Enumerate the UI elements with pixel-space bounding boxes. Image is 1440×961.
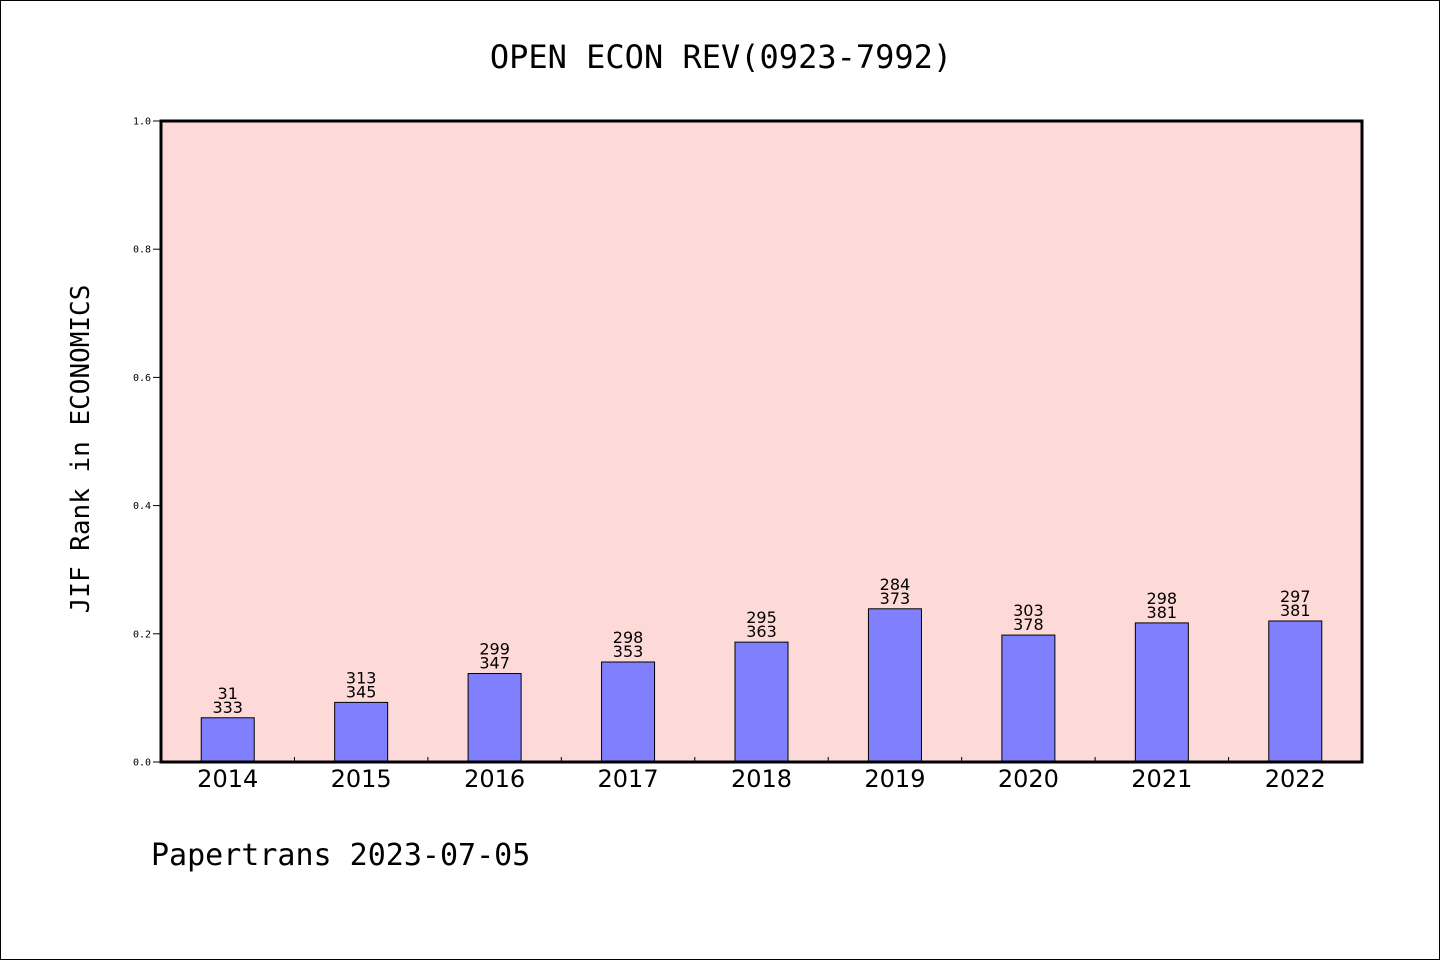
bar-labels: 3133331334529934729835329536328437330337…	[212, 575, 1310, 717]
bar-label-bottom: 333	[212, 698, 243, 717]
bar-2021	[1134, 622, 1189, 763]
x-tick-label: 2019	[864, 765, 925, 793]
chart-title: OPEN ECON REV(0923-7992)	[490, 38, 952, 76]
x-tick-label: 2018	[731, 765, 792, 793]
footer-credit: Papertrans 2023-07-05	[151, 838, 530, 873]
bar-label-top: 299	[479, 640, 510, 659]
bar-2014	[200, 717, 255, 763]
bars	[200, 608, 1323, 763]
y-tick-label: 1.0	[133, 117, 151, 128]
bar-2019	[867, 608, 922, 763]
y-tick-label: 0.8	[133, 245, 151, 256]
y-tick-label: 0.6	[133, 373, 151, 384]
bar-2022	[1268, 620, 1323, 763]
bar-label-top: 298	[613, 628, 644, 647]
bar-label-bottom: 381	[1147, 603, 1178, 622]
y-axis-label: JIF Rank in ECONOMICS	[66, 285, 96, 614]
bar-2017	[601, 661, 656, 763]
x-axis-ticks: 2014 2015 2016 2017 2018 2019 2020 2021 2022	[197, 757, 1326, 793]
x-tick-label: 2015	[331, 765, 392, 793]
bar-label-top: 297	[1280, 587, 1311, 606]
bar-2018	[734, 641, 789, 763]
plot-frame	[159, 119, 1364, 764]
bar-label-top: 298	[1147, 589, 1178, 608]
x-tick-label: 2021	[1131, 765, 1192, 793]
x-tick-label: 2020	[998, 765, 1059, 793]
bar-label-bottom: 363	[746, 622, 777, 641]
bar-label-top: 31	[218, 684, 238, 703]
x-tick-label: 2022	[1265, 765, 1326, 793]
bar-label-top: 284	[880, 575, 911, 594]
bar-label-top: 313	[346, 668, 377, 687]
bar-label-bottom: 373	[880, 589, 911, 608]
y-tick-label: 0.4	[133, 501, 151, 512]
bar-label-bottom: 347	[479, 654, 510, 673]
y-tick-label: 0.0	[133, 758, 151, 769]
bar-label-top: 295	[746, 608, 777, 627]
bar-label-bottom: 353	[613, 642, 644, 661]
y-tick-label: 0.2	[133, 629, 151, 640]
bar-label-bottom: 381	[1280, 601, 1311, 620]
x-tick-label: 2016	[464, 765, 525, 793]
y-axis-ticks: 0.0 0.2 0.4 0.6 0.8 1.0	[133, 117, 161, 769]
bar-2015	[334, 701, 389, 763]
x-tick-label: 2017	[598, 765, 659, 793]
bar-2016	[467, 673, 522, 763]
bar-label-top: 303	[1013, 601, 1044, 620]
x-tick-label: 2014	[197, 765, 258, 793]
bar-2020	[1001, 634, 1056, 763]
bar-label-bottom: 345	[346, 682, 377, 701]
bar-label-bottom: 378	[1013, 615, 1044, 634]
